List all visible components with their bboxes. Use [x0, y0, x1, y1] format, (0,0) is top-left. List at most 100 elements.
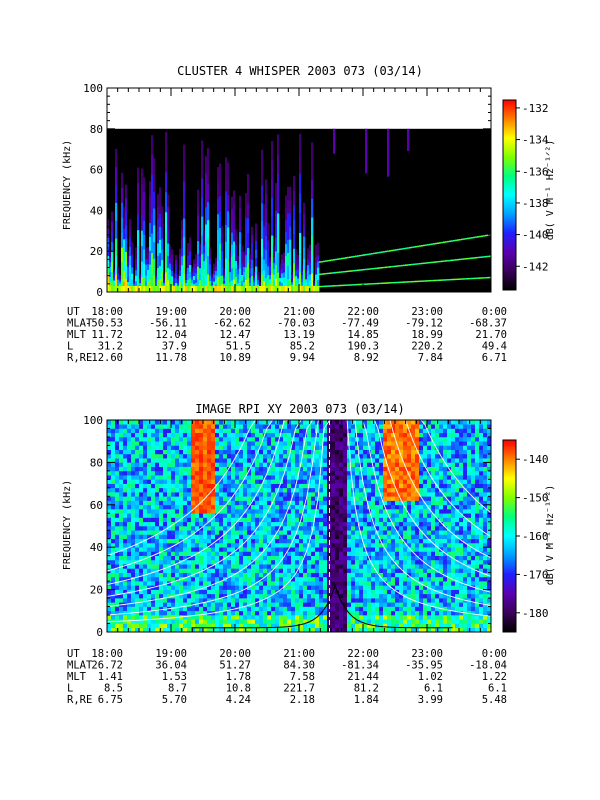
- panel-2-cell: [147, 466, 152, 472]
- panel-1-cell: [199, 249, 202, 257]
- panel-2-cell: [243, 606, 248, 612]
- panel-2-cell: [243, 470, 248, 476]
- panel-1-cell: [217, 286, 220, 292]
- panel-2-cell: [367, 441, 372, 446]
- panel-1-cell: [221, 286, 224, 292]
- panel-2-cell: [387, 487, 392, 493]
- panel-2-cell: [251, 500, 256, 506]
- panel-2-cell: [323, 453, 328, 459]
- panel-2-cell: [255, 572, 260, 578]
- panel-1-cell: [217, 198, 220, 215]
- panel-1-cell: [247, 203, 250, 219]
- panel-2-cell: [251, 572, 256, 578]
- panel-2-cell: [239, 589, 244, 595]
- panel-2-cell: [159, 470, 164, 476]
- panel-1-cell: [305, 286, 308, 292]
- panel-2-cell: [219, 479, 224, 484]
- panel-2-cell: [159, 483, 164, 489]
- panel-1-ephemeris-label: R,RE: [67, 352, 92, 364]
- panel-2-cell: [331, 530, 336, 535]
- panel-2-cell: [231, 551, 236, 556]
- panel-1-cell: [107, 255, 110, 266]
- panel-2-cell: [263, 466, 268, 472]
- panel-1-cell: [453, 239, 456, 242]
- panel-2-cell: [111, 610, 116, 616]
- panel-2-cell: [355, 564, 360, 569]
- panel-1-cell: [203, 260, 206, 269]
- panel-2-cell: [363, 576, 368, 582]
- panel-1-cell: [371, 283, 374, 285]
- panel-2-cell: [375, 462, 380, 467]
- panel-2-cell: [343, 449, 348, 455]
- panel-2-cell: [139, 568, 144, 573]
- panel-2-cell: [211, 445, 216, 450]
- panel-2-cell: [279, 509, 284, 514]
- panel-2-cell: [355, 576, 360, 582]
- panel-1-cell: [465, 278, 468, 280]
- panel-1-cell: [197, 215, 200, 229]
- panel-2-cell: [183, 581, 188, 586]
- panel-2-cell: [379, 470, 384, 476]
- panel-2-cell: [175, 462, 180, 467]
- panel-2-cell: [235, 602, 240, 607]
- panel-2-cell: [231, 453, 236, 459]
- panel-2-cell: [251, 470, 256, 476]
- panel-2-cell: [223, 487, 228, 493]
- panel-2-cell: [195, 568, 200, 573]
- panel-2-cell: [251, 487, 256, 493]
- panel-2-cell: [211, 436, 216, 442]
- panel-2-cell: [211, 559, 216, 565]
- panel-2-cell: [139, 555, 144, 561]
- panel-1-cell: [127, 276, 130, 283]
- panel-2-cell: [271, 619, 276, 624]
- panel-2-cell: [191, 534, 196, 540]
- panel-1-cell: [289, 278, 292, 293]
- panel-2-cell: [163, 504, 168, 510]
- panel-2-cell: [223, 538, 228, 544]
- panel-2-cell: [355, 598, 360, 603]
- panel-2-cell: [303, 534, 308, 540]
- panel-1-cell: [329, 272, 332, 274]
- panel-1-cell: [185, 273, 188, 277]
- panel-2-cell: [259, 538, 264, 544]
- panel-2-cell: [299, 496, 304, 501]
- panel-2-cell: [299, 585, 304, 590]
- panel-2-cell: [167, 500, 172, 506]
- panel-2-cell: [271, 492, 276, 497]
- panel-2-cell: [139, 445, 144, 450]
- panel-2-cell: [231, 602, 236, 607]
- panel-1-cell: [127, 251, 130, 257]
- panel-1-cell: [307, 281, 310, 287]
- panel-2-cell: [175, 598, 180, 603]
- panel-2-cell: [287, 538, 292, 544]
- panel-2-cell: [295, 449, 300, 455]
- panel-2-cell: [135, 627, 140, 633]
- panel-2-cell: [311, 428, 316, 434]
- panel-2-cell: [147, 568, 152, 573]
- panel-2-cell: [151, 610, 156, 616]
- panel-1-cell: [309, 274, 312, 281]
- panel-2-cell: [367, 479, 372, 484]
- panel-2-cell: [343, 534, 348, 540]
- panel-2-cell: [179, 504, 184, 510]
- panel-2-cell: [195, 504, 200, 510]
- panel-2-cell: [203, 598, 208, 603]
- panel-2-cell: [147, 610, 152, 616]
- panel-2-cell: [291, 513, 296, 518]
- panel-2-cell: [331, 606, 336, 612]
- panel-2-cell: [359, 589, 364, 595]
- panel-2-cell: [287, 576, 292, 582]
- panel-2-cell: [279, 610, 284, 616]
- panel-2-cell: [319, 623, 324, 629]
- panel-2-cell: [187, 449, 192, 455]
- panel-2-cell: [307, 593, 312, 599]
- panel-2-cell: [171, 445, 176, 450]
- panel-2-cell: [219, 568, 224, 573]
- panel-1-cell: [441, 241, 444, 244]
- panel-1-cell: [245, 267, 248, 280]
- panel-2-cell: [299, 615, 304, 620]
- panel-2-cell: [379, 589, 384, 595]
- panel-1-cell: [157, 218, 160, 232]
- panel-2-cell: [367, 559, 372, 565]
- panel-2-cell: [235, 526, 240, 531]
